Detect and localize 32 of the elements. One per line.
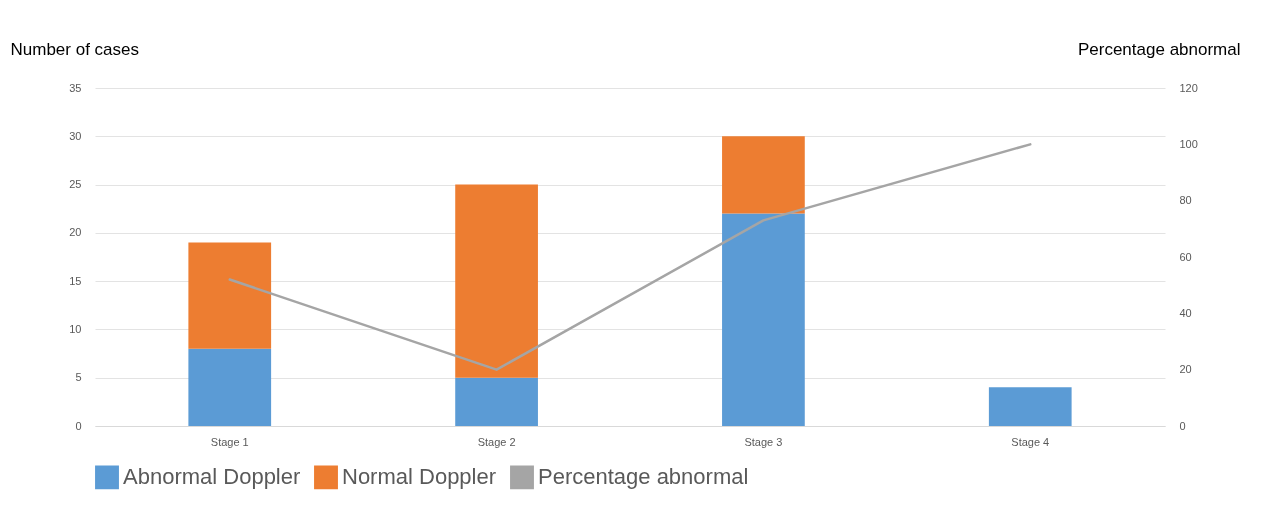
x-tick-label: Stage 1 [210,435,249,448]
y2-tick-label: 100 [1179,137,1198,150]
y2-tick-label: 40 [1179,306,1192,319]
legend-label: Normal Doppler [342,464,497,490]
bar [455,377,538,426]
y2-tick-label: 20 [1179,363,1192,376]
x-tick-label: Stage 3 [744,435,783,448]
y2-tick-label: 80 [1179,194,1192,207]
bar [455,184,538,378]
y-tick-label: 10 [69,322,82,335]
x-tick-label: Stage 4 [1011,435,1050,448]
bar [722,213,805,426]
y-tick-label: 20 [69,226,82,239]
line-series [228,143,1032,371]
legend-label: Abnormal Doppler [123,464,301,490]
bar [988,387,1072,426]
bar [722,136,805,214]
y-tick-label: 15 [69,274,82,287]
y-tick-label: 35 [69,81,82,94]
y-axis-title: Number of cases [10,39,139,59]
y2-tick-label: 0 [1179,419,1186,432]
legend-label: Percentage abnormal [538,464,749,490]
y-tick-label: 0 [75,419,82,432]
bar [188,348,272,426]
y-tick-label: 25 [69,178,82,191]
x-tick-label: Stage 2 [477,435,516,448]
y2-tick-label: 120 [1179,81,1198,94]
y2-tick-label: 60 [1179,250,1192,263]
y-tick-label: 5 [75,371,82,384]
bar [188,242,272,349]
y2-axis-title: Percentage abnormal [1077,39,1241,59]
y-tick-label: 30 [69,129,82,142]
